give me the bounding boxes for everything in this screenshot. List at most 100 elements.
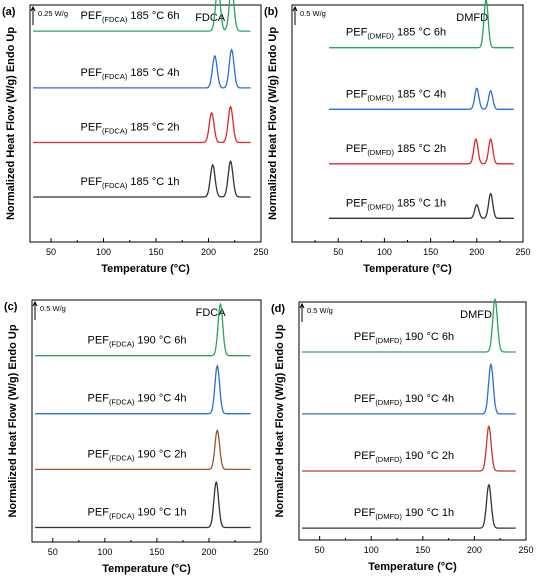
series-label-main: PEF xyxy=(88,448,110,460)
series-label-rest: 190 °C 6h xyxy=(134,335,186,347)
x-tick-label: 250 xyxy=(253,247,268,257)
x-tick-label: 200 xyxy=(467,545,482,555)
panel-a: 50 100 150 200 250 Temperature (°C) Normalized… xyxy=(2,0,269,275)
series-label: PEF(FDCA) 190 °C 2h xyxy=(88,448,187,462)
x-tick-label: 200 xyxy=(469,247,484,257)
scale-bar: 0.5 W/g xyxy=(292,5,326,25)
series-label-rest: 185 °C 6h xyxy=(127,10,179,22)
trace-line xyxy=(33,105,251,144)
scale-bar: 0.5 W/g xyxy=(32,300,66,320)
trace-line xyxy=(302,362,516,415)
trace-line xyxy=(35,429,251,471)
series-label: PEF(FDCA) 185 °C 6h xyxy=(81,10,180,24)
y-axis-label: Normalized Heat Flow (W/g) Endo Up xyxy=(274,324,286,517)
series-label: PEF(DMFD) 185 °C 1h xyxy=(346,197,446,211)
trace-line xyxy=(302,297,516,353)
x-tick-label: 50 xyxy=(315,545,325,555)
series-label-rest: 185 °C 4h xyxy=(127,67,179,79)
series-label: PEF(FDCA) 185 °C 2h xyxy=(81,121,180,135)
scale-bar: 0.5 W/g xyxy=(299,302,333,322)
series-label-sub: (FDCA) xyxy=(109,453,135,462)
x-tick-label: 250 xyxy=(253,547,268,557)
series-label-sub: (DMFD) xyxy=(375,398,402,407)
trace-line xyxy=(329,87,514,110)
y-axis-label: Normalized Heat Flow (W/g) Endo Up xyxy=(7,324,19,517)
panel-label: (a) xyxy=(2,6,16,18)
trace-line xyxy=(33,0,251,32)
x-tick-label: 150 xyxy=(149,547,164,557)
scale-bar-label: 0.25 W/g xyxy=(38,9,68,18)
arrow-up-icon xyxy=(32,300,38,307)
series-label: PEF(DMFD) 185 °C 6h xyxy=(346,27,446,41)
panel-label: (d) xyxy=(271,303,285,315)
series-label: PEF(FDCA) 190 °C 4h xyxy=(88,393,187,407)
series-label-sub: (FDCA) xyxy=(102,72,128,81)
series-label-rest: 190 °C 1h xyxy=(402,507,454,519)
y-axis-label: Normalized Heat Flow (W/g) Endo Up xyxy=(5,27,17,220)
series-label-rest: 190 °C 6h xyxy=(402,331,454,343)
panel-c: 50 100 150 200 250 Temperature (°C) Normalized… xyxy=(4,299,269,575)
trace-line xyxy=(302,424,516,472)
series-label: PEF(DMFD) 190 °C 2h xyxy=(354,450,454,464)
series-label-sub: (FDCA) xyxy=(102,15,128,24)
x-tick-label: 150 xyxy=(423,247,438,257)
panel-label: (c) xyxy=(4,301,18,313)
series-label-main: PEF xyxy=(81,10,103,22)
series-label-main: PEF xyxy=(354,507,376,519)
scale-bar-label: 0.5 W/g xyxy=(300,9,326,18)
x-tick-label: 250 xyxy=(518,545,533,555)
series-label-main: PEF xyxy=(81,67,103,79)
x-tick-label: 50 xyxy=(46,247,56,257)
series-label-sub: (FDCA) xyxy=(109,398,135,407)
series-label-rest: 190 °C 4h xyxy=(134,393,186,405)
series-label: PEF(DMFD) 190 °C 6h xyxy=(354,331,454,345)
x-axis-label: Temperature (°C) xyxy=(363,263,452,275)
panel-d: 50 100 150 200 250 Temperature (°C) Normalized… xyxy=(271,297,534,573)
series-label-main: PEF xyxy=(81,176,103,188)
series-label-rest: 190 °C 1h xyxy=(134,506,186,518)
x-tick-label: 50 xyxy=(333,247,343,257)
trace-line xyxy=(329,192,514,219)
trace-line xyxy=(33,48,251,89)
x-tick-label: 200 xyxy=(201,547,216,557)
x-axis-label: Temperature (°C) xyxy=(368,561,457,573)
x-tick-label: 150 xyxy=(415,545,430,555)
series-label-rest: 185 °C 6h xyxy=(394,27,446,39)
panel-title: FDCA xyxy=(195,12,226,24)
trace-line xyxy=(329,138,514,165)
scale-bar: 0.25 W/g xyxy=(30,5,68,25)
series-label-rest: 185 °C 4h xyxy=(394,88,446,100)
series-label-main: PEF xyxy=(346,88,368,100)
series-label-main: PEF xyxy=(346,143,368,155)
x-tick-label: 250 xyxy=(515,247,530,257)
scale-bar-label: 0.5 W/g xyxy=(307,306,333,315)
series-label-sub: (DMFD) xyxy=(367,93,394,102)
series-label-main: PEF xyxy=(354,331,376,343)
panel-title: DMFD xyxy=(460,309,492,321)
arrow-up-icon xyxy=(30,5,36,12)
series-label: PEF(DMFD) 190 °C 1h xyxy=(354,507,454,521)
trace-line xyxy=(35,302,251,357)
series-label-rest: 190 °C 2h xyxy=(134,448,186,460)
series-label-rest: 185 °C 2h xyxy=(394,143,446,155)
trace-line xyxy=(35,480,251,529)
series-label-main: PEF xyxy=(354,393,376,405)
series-label-sub: (DMFD) xyxy=(375,512,402,521)
x-tick-label: 100 xyxy=(96,247,111,257)
x-tick-label: 50 xyxy=(48,547,58,557)
plot-frame xyxy=(29,4,262,243)
series-label-sub: (DMFD) xyxy=(367,202,394,211)
series-label-sub: (FDCA) xyxy=(109,511,135,520)
x-axis-label: Temperature (°C) xyxy=(101,263,190,275)
series-label-main: PEF xyxy=(88,506,110,518)
plot-frame xyxy=(298,301,527,541)
x-tick-label: 150 xyxy=(148,247,163,257)
series-label-rest: 185 °C 2h xyxy=(127,121,179,133)
series-label: PEF(FDCA) 190 °C 1h xyxy=(88,506,187,520)
trace-line xyxy=(33,159,251,198)
series-label-main: PEF xyxy=(354,450,376,462)
x-tick-label: 100 xyxy=(97,547,112,557)
series-label-sub: (FDCA) xyxy=(102,126,128,135)
panel-label: (b) xyxy=(264,6,278,18)
panel-title: DMFD xyxy=(456,12,488,24)
